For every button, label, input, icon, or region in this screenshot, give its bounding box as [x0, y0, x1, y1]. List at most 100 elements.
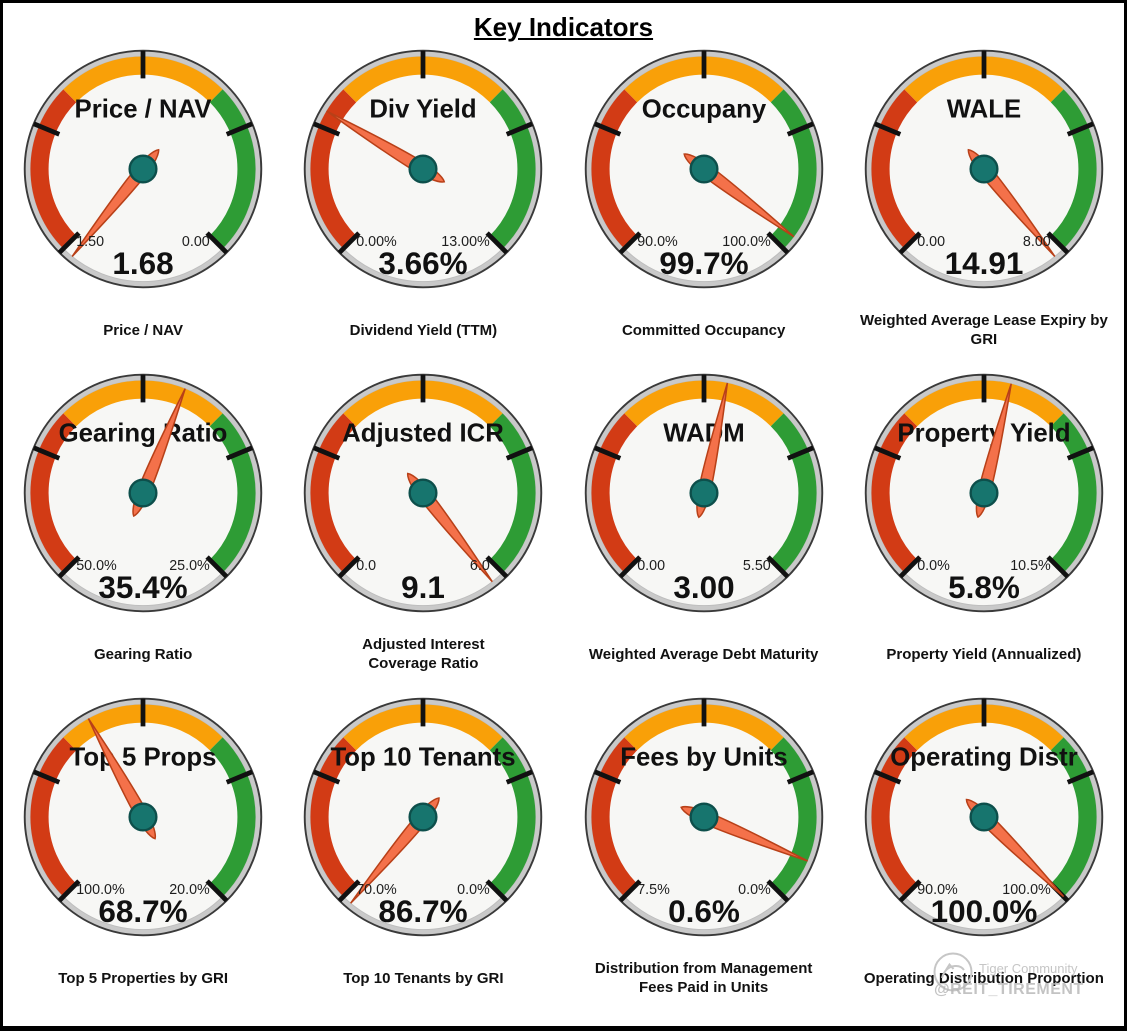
gauge-hub — [408, 478, 438, 508]
gauge-title: Occupany — [641, 95, 766, 123]
gauge-cell: Operating Distr 90.0% 100.0% 100.0% Operatin… — [844, 693, 1124, 1017]
gauge-1: Div Yield 0.00% 13.00%3.66% — [304, 49, 543, 289]
gauge-band-band_green — [490, 413, 536, 573]
gauge-value: 1.68 — [113, 246, 174, 281]
gauge-tick — [873, 121, 902, 137]
gauge-scale-right-label: 100.0% — [1002, 882, 1051, 898]
gauge-band-band_green — [209, 89, 256, 249]
gauge-tick — [225, 121, 254, 137]
gauge-title: Adjusted ICR — [343, 419, 505, 447]
gauge-cell: Gearing Ratio 50.0% 25.0% 35.4% Gearing Rati… — [3, 369, 283, 693]
gauge-tick — [32, 769, 61, 785]
gauge-scale-left-label: 7.5% — [637, 882, 670, 898]
gauge-subtitle: Weighted Average Lease Expiry by GRI — [859, 312, 1108, 348]
gauge-scale-left-label: 90.0% — [637, 234, 678, 250]
gauge-hub — [408, 154, 438, 184]
gauge-tick — [593, 121, 621, 137]
gauge-band-band_green — [1050, 89, 1097, 249]
gauge-scale-right-label: 20.0% — [169, 882, 210, 898]
gauge-scale-right-label: 10.5% — [1010, 558, 1051, 574]
gauge-10: Fees by Units 7.5% 0.0%0.6% — [584, 697, 823, 937]
gauge-scale-left-label: 0.0 — [357, 558, 377, 574]
gauge-tick — [205, 231, 229, 255]
gauge-cell: WALE 0.00 8.00 14.91 Weighted Average Lease … — [844, 45, 1124, 369]
gauge-tick — [32, 121, 61, 137]
gauge-8: Top 5 Props 100.0% 20.0%68.7% — [23, 697, 263, 937]
gauge-band-band_red — [591, 737, 637, 897]
gauge-hub — [969, 154, 999, 184]
gauge-tick — [1066, 769, 1095, 785]
gauge-tick — [1046, 555, 1070, 579]
gauge-band-band_green — [209, 737, 256, 897]
gauge-value: 5.8% — [948, 570, 1020, 605]
gauge-tick — [898, 879, 922, 903]
gauge-9: Top 10 Tenants 70.0% 0.0%86.7% — [304, 697, 543, 937]
gauge-band-band_green — [1050, 413, 1097, 573]
gauge-value: 14.91 — [945, 246, 1024, 281]
gauge-scale-left-label: 1.50 — [76, 234, 104, 250]
gauge-title: WALE — [947, 95, 1021, 123]
gauge-value: 0.6% — [668, 894, 740, 929]
gauge-tick — [898, 231, 922, 255]
gauge-tick — [57, 879, 81, 903]
gauge-subtitle: Top 10 Tenants by GRI — [343, 969, 504, 987]
page-title: Key Indicators — [473, 12, 654, 42]
gauge-tick — [593, 445, 621, 461]
gauge-subtitle: Committed Occupancy — [621, 321, 786, 339]
gauge-band-band_green — [1050, 737, 1097, 897]
gauge-band-band_red — [310, 413, 357, 573]
gauge-subtitle: Adjusted Interest Coverage Ratio — [362, 636, 485, 672]
gauge-scale-right-label: 0.0% — [738, 882, 771, 898]
gauge-tick — [898, 555, 922, 579]
gauge-scale-right-label: 8.00 — [1023, 234, 1051, 250]
gauge-band-band_red — [871, 89, 918, 249]
gauge-tick — [1046, 231, 1070, 255]
gauge-tick — [506, 769, 534, 785]
gauge-band-band_green — [770, 413, 817, 573]
gauge-tick — [225, 445, 254, 461]
gauge-title: Property Yield — [897, 419, 1070, 447]
gauge-cell: Fees by Units 7.5% 0.0% 0.6% Distribution fr… — [564, 693, 844, 1017]
gauge-scale-left-label: 90.0% — [917, 882, 958, 898]
gauge-cell: Adjusted ICR 0.0 6.0 9.1 Adjusted Interest C… — [283, 369, 563, 693]
gauge-cell: Div Yield 0.00% 13.00% 3.66% Dividend Yield … — [283, 45, 563, 369]
gauge-tick — [485, 879, 509, 903]
gauge-tick — [1066, 445, 1095, 461]
gauge-value: 9.1 — [402, 570, 446, 605]
gauge-tick — [338, 879, 361, 903]
gauge-tick — [786, 445, 814, 461]
gauge-tick — [786, 121, 814, 137]
gauge-0: Price / NAV 1.50 0.00 1.68 — [23, 49, 263, 289]
gauge-tick — [873, 769, 902, 785]
gauge-subtitle: Weighted Average Debt Maturity — [588, 645, 819, 663]
gauge-title: Top 10 Tenants — [331, 743, 516, 771]
gauge-subtitle: Top 5 Properties by GRI — [58, 969, 228, 987]
gauge-value: 68.7% — [99, 894, 188, 929]
gauge-subtitle: Dividend Yield (TTM) — [349, 321, 498, 339]
gauge-tick — [766, 231, 789, 255]
gauge-scale-right-label: 100.0% — [722, 234, 771, 250]
gauge-hub — [128, 802, 158, 832]
gauge-2: Occupany 90.0% 100.0%99.7% — [584, 49, 823, 289]
gauge-subtitle: Distribution from Management Fees Paid i… — [594, 960, 813, 996]
gauge-tick — [57, 231, 81, 255]
gauge-value: 3.00 — [673, 570, 734, 605]
gauge-band-band_red — [310, 737, 357, 897]
gauge-tick — [338, 555, 361, 579]
gauge-scale-left-label: 0.00% — [357, 234, 398, 250]
gauge-band-band_red — [30, 89, 77, 249]
gauge-cell: Occupany 90.0% 100.0% 99.7% Committed Occupa… — [564, 45, 844, 369]
gauge-value: 86.7% — [379, 894, 468, 929]
gauge-title: Gearing Ratio — [59, 419, 228, 447]
gauge-hub — [128, 154, 158, 184]
gauge-hub — [689, 478, 719, 508]
gauge-scale-left-label: 70.0% — [357, 882, 398, 898]
gauge-scale-left-label: 100.0% — [76, 882, 125, 898]
gauge-title: Fees by Units — [620, 743, 787, 771]
gauge-scale-right-label: 6.0 — [470, 558, 490, 574]
gauge-hub — [408, 802, 438, 832]
gauge-band-band_green — [770, 89, 817, 249]
gauge-tick — [766, 555, 789, 579]
